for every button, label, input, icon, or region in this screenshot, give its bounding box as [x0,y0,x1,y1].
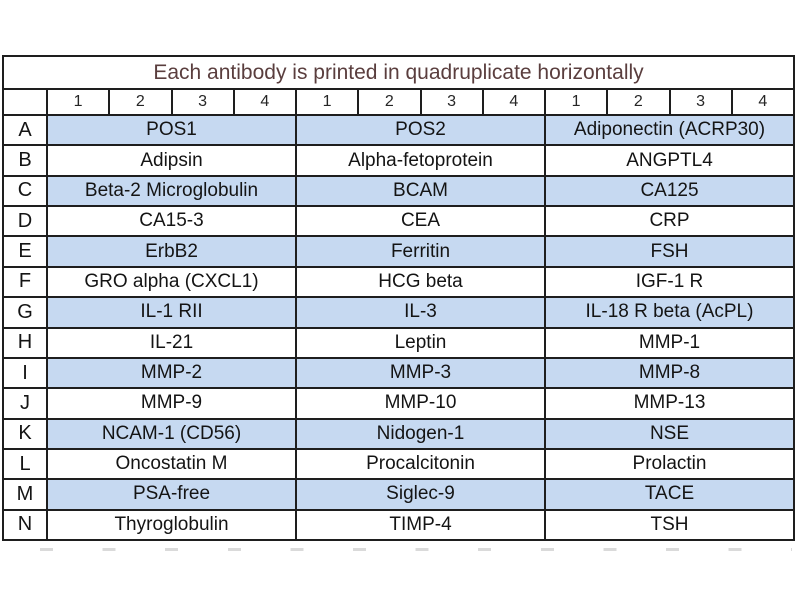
antibody-cell: IL-3 [297,298,544,327]
cropped-next-row-artifact [40,548,792,551]
row-letter: K [4,419,46,448]
antibody-cell: Leptin [297,328,544,357]
antibody-cell: Prolactin [546,449,793,479]
column-number: 3 [670,90,731,114]
column-number: 4 [732,90,793,114]
antibody-cell: HCG beta [297,267,544,297]
antibody-cell: GRO alpha (CXCL1) [48,267,295,297]
antibody-cell: Thyroglobulin [48,510,295,539]
row-letter: E [4,237,46,266]
row-letter: A [4,116,46,145]
corner-cell [4,90,46,114]
column-number: 4 [483,90,544,114]
column-number: 3 [421,90,482,114]
column-number: 4 [234,90,295,114]
antibody-cell: PSA-free [48,480,295,509]
antibody-cell: IL-18 R beta (AcPL) [546,298,793,327]
column-number: 1 [297,90,358,114]
antibody-cell: CA125 [546,176,793,206]
row-letter: D [4,207,46,236]
row-letter: H [4,328,46,357]
antibody-cell: MMP-8 [546,358,793,388]
column-number: 3 [172,90,233,114]
antibody-cell: IL-21 [48,328,295,357]
antibody-cell: ANGPTL4 [546,146,793,175]
antibody-cell: NSE [546,419,793,448]
antibody-cell: MMP-2 [48,358,295,388]
antibody-cell: MMP-1 [546,328,793,357]
row-letter: G [4,298,46,327]
row-letter: M [4,480,46,509]
antibody-cell: IGF-1 R [546,267,793,297]
antibody-cell: Adiponectin (ACRP30) [546,116,793,145]
row-letter: J [4,389,46,418]
antibody-cell: TSH [546,510,793,539]
antibody-cell: FSH [546,237,793,266]
antibody-cell: TACE [546,480,793,509]
column-number: 2 [608,90,669,114]
antibody-cell: NCAM-1 (CD56) [48,419,295,448]
table-title: Each antibody is printed in quadruplicat… [4,57,793,88]
row-letter: C [4,176,46,206]
antibody-cell: Siglec-9 [297,480,544,509]
antibody-cell: Oncostatin M [48,449,295,479]
antibody-cell: BCAM [297,176,544,206]
antibody-cell: Adipsin [48,146,295,175]
row-letter: I [4,358,46,388]
antibody-cell: Alpha-fetoprotein [297,146,544,175]
antibody-cell: Beta-2 Microglobulin [48,176,295,206]
antibody-cell: CRP [546,207,793,236]
antibody-cell: MMP-3 [297,358,544,388]
column-number: 1 [546,90,607,114]
antibody-cell: Ferritin [297,237,544,266]
row-letter: F [4,267,46,297]
antibody-cell: MMP-13 [546,389,793,418]
antibody-cell: Procalcitonin [297,449,544,479]
column-number: 2 [359,90,420,114]
column-number: 2 [110,90,171,114]
antibody-cell: POS2 [297,116,544,145]
antibody-cell: CA15-3 [48,207,295,236]
row-letter: B [4,146,46,175]
row-letter: L [4,449,46,479]
antibody-cell: Nidogen-1 [297,419,544,448]
antibody-cell: IL-1 RII [48,298,295,327]
antibody-map-table: Each antibody is printed in quadruplicat… [2,55,795,541]
column-number: 1 [48,90,109,114]
antibody-cell: MMP-10 [297,389,544,418]
antibody-cell: MMP-9 [48,389,295,418]
antibody-cell: ErbB2 [48,237,295,266]
antibody-cell: POS1 [48,116,295,145]
antibody-cell: CEA [297,207,544,236]
antibody-cell: TIMP-4 [297,510,544,539]
row-letter: N [4,510,46,539]
